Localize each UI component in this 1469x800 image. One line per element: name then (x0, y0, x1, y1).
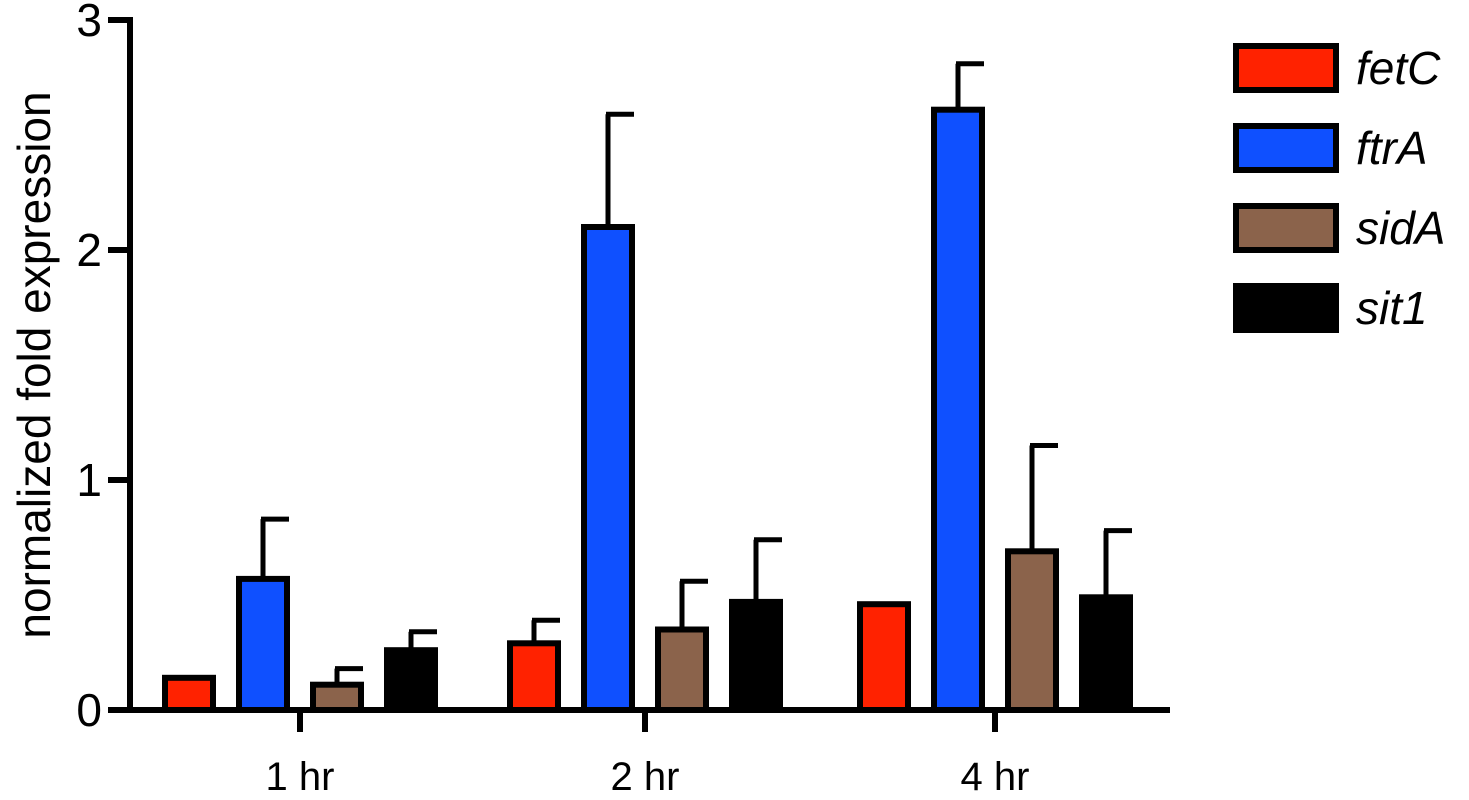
legend-label-fetC: fetC (1356, 42, 1441, 94)
x-tick-label-2: 4 hr (961, 755, 1030, 799)
y-tick-label-3: 3 (76, 0, 102, 46)
axes-group: 0 1 2 3 1 hr 2 hr 4 hr (76, 0, 1170, 799)
bar-sidA-1 (655, 626, 709, 713)
legend-swatch-sit1 (1233, 283, 1339, 333)
bar-ftrA-2 (931, 106, 985, 713)
y-tick-label-0: 0 (76, 684, 102, 736)
legend-label-sidA: sidA (1356, 202, 1445, 254)
bar-sit1-2 (1079, 594, 1133, 713)
x-tick-label-1: 2 hr (611, 755, 680, 799)
legend-swatch-fetC (1233, 43, 1339, 93)
bar-fetC-2 (857, 601, 911, 714)
bar-sit1-0 (384, 647, 438, 714)
legend-swatch-sidA (1233, 203, 1339, 253)
bar-fetC-0 (162, 674, 216, 713)
bars-group (162, 61, 1133, 714)
legend-label-ftrA: ftrA (1356, 122, 1428, 174)
bar-fetC-1 (507, 640, 561, 713)
legend-label-sit1: sit1 (1356, 282, 1428, 334)
bar-sidA-0 (310, 681, 364, 714)
bar-ftrA-1 (581, 224, 635, 713)
legend-swatch-ftrA (1233, 123, 1339, 173)
legend: fetC ftrA sidA sit1 (1233, 42, 1445, 334)
bar-ftrA-0 (236, 575, 290, 714)
y-tick-label-2: 2 (76, 224, 102, 276)
y-tick-label-1: 1 (76, 454, 102, 506)
y-axis-label: normalized fold expression (8, 91, 60, 638)
bar-sidA-2 (1005, 548, 1059, 713)
bar-sit1-1 (729, 598, 783, 714)
x-tick-label-0: 1 hr (266, 755, 335, 799)
